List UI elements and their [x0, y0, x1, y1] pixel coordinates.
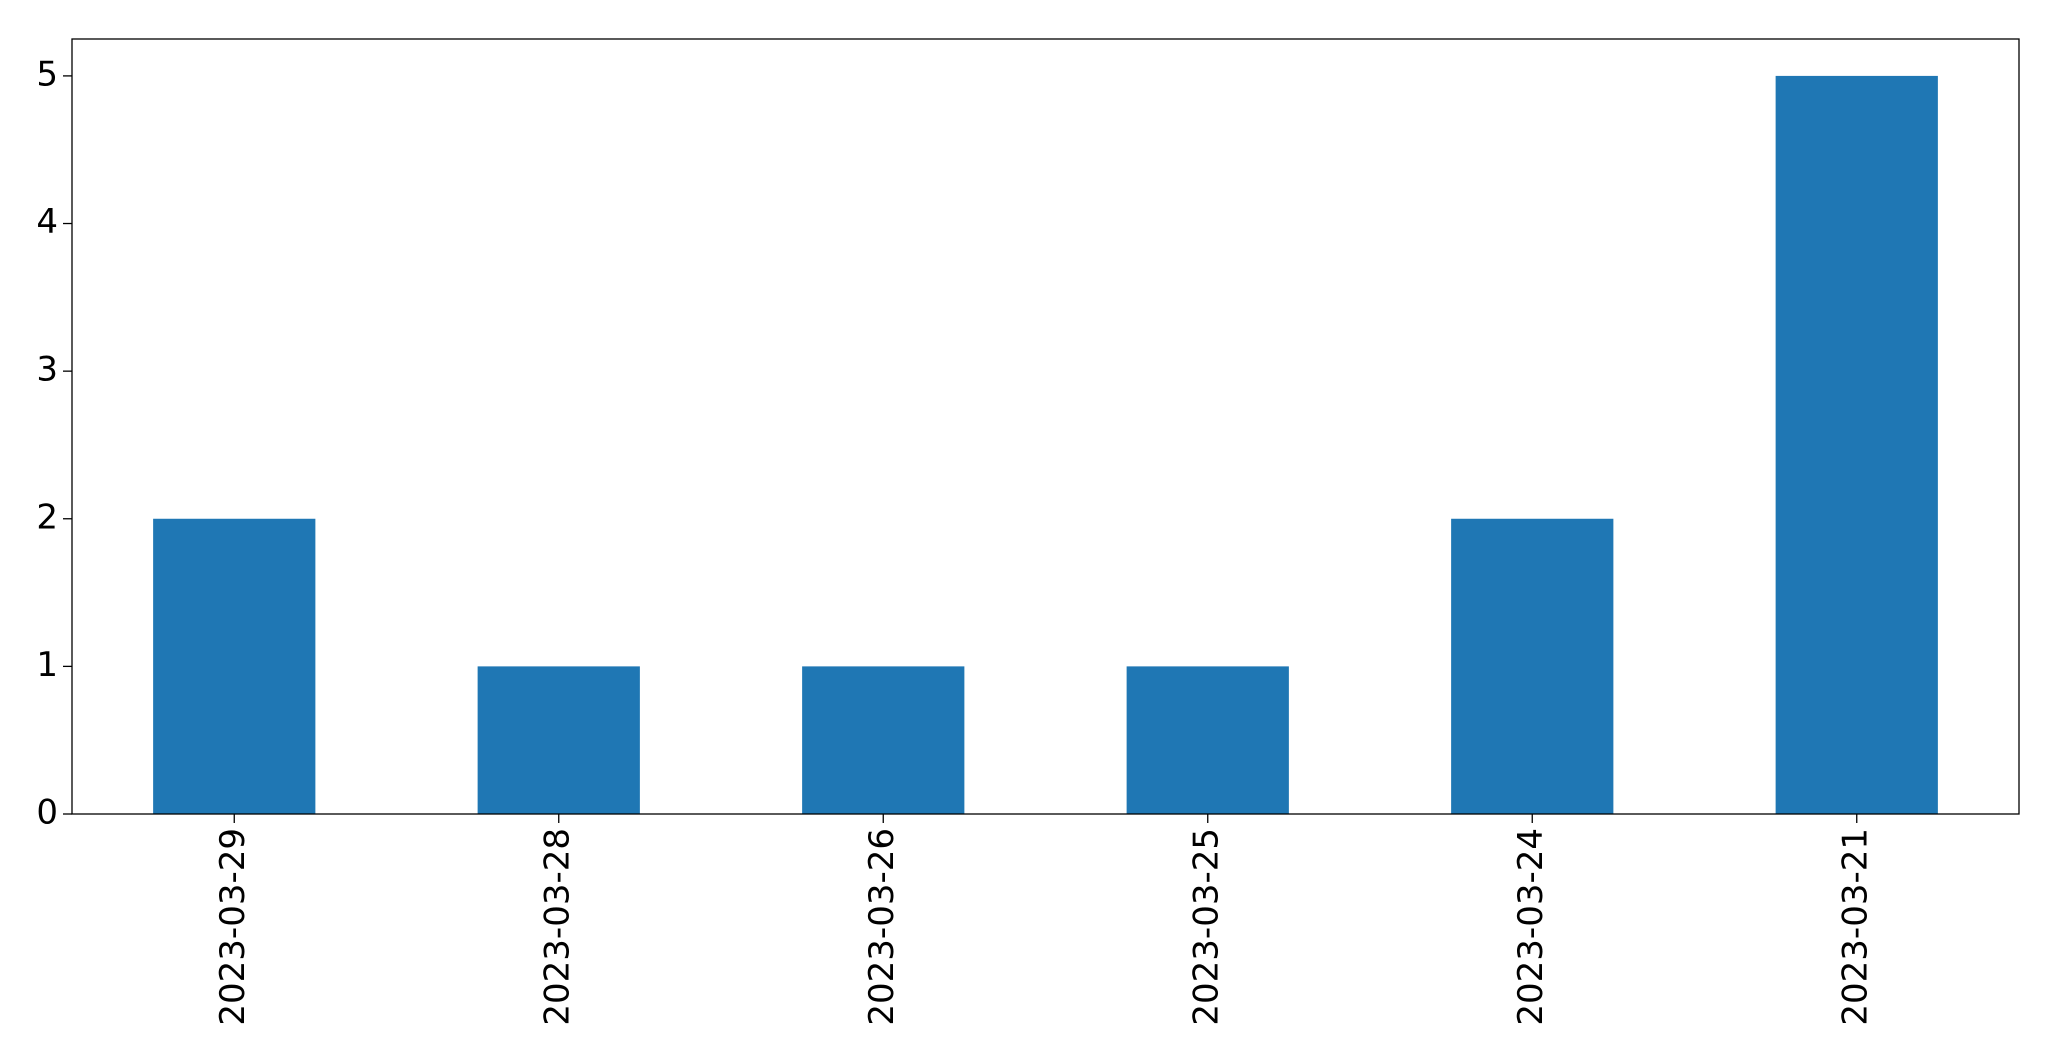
bar	[477, 666, 640, 814]
x-tick-label: 2023-03-26	[862, 828, 902, 1026]
bar	[1451, 518, 1614, 814]
x-tick-label: 2023-03-28	[537, 828, 577, 1026]
x-tick-label: 2023-03-21	[1835, 828, 1875, 1026]
y-tick-label: 1	[36, 645, 58, 685]
y-tick-label: 4	[36, 202, 58, 242]
y-tick-label: 3	[36, 350, 58, 390]
bar	[1775, 75, 1938, 814]
bar	[802, 666, 965, 814]
x-tick-label: 2023-03-25	[1186, 828, 1226, 1026]
bar	[1126, 666, 1289, 814]
x-tick-label: 2023-03-29	[213, 828, 253, 1026]
y-tick-label: 5	[36, 54, 58, 94]
y-tick-label: 0	[36, 793, 58, 833]
bar	[153, 518, 316, 814]
plot-frame	[71, 38, 2020, 815]
y-tick-label: 2	[36, 497, 58, 537]
x-tick-label: 2023-03-24	[1511, 828, 1551, 1026]
